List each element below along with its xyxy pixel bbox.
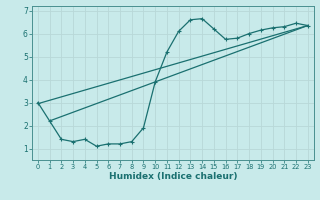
X-axis label: Humidex (Indice chaleur): Humidex (Indice chaleur) <box>108 172 237 181</box>
